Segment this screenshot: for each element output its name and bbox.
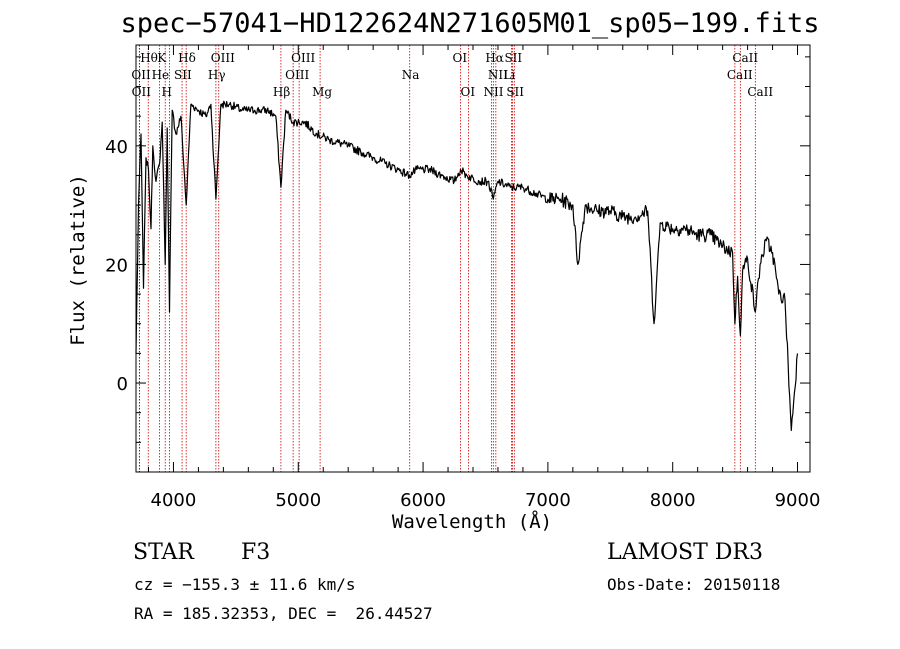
- y-tick-label: 20: [105, 255, 128, 276]
- line-label: OI: [461, 85, 476, 99]
- sky-coordinates: RA = 185.32353, DEC = 26.44527: [134, 604, 433, 623]
- y-tick-label: 40: [105, 137, 128, 158]
- line-label: SII: [174, 68, 192, 82]
- line-label: OII: [131, 68, 151, 82]
- x-tick-label: 7000: [525, 490, 571, 511]
- x-tick-label: 5000: [275, 490, 321, 511]
- plot-frame: [135, 44, 811, 473]
- line-label: OIII: [285, 68, 309, 82]
- line-label: Li: [503, 68, 515, 82]
- line-label: Hθ: [140, 51, 158, 65]
- line-label: SII: [504, 51, 522, 65]
- line-label: OI: [453, 51, 468, 65]
- y-tick-label: 0: [117, 374, 128, 395]
- line-label: SII: [506, 85, 524, 99]
- line-label: Hβ: [273, 85, 290, 99]
- line-label: CaII: [747, 85, 773, 99]
- line-label: OII: [132, 85, 152, 99]
- line-label: Mg: [312, 85, 332, 99]
- chart-title: spec−57041−HD122624N271605M01_sp05−199.f…: [121, 8, 820, 39]
- line-label: Hδ: [178, 51, 196, 65]
- radial-velocity: cz = −155.3 ± 11.6 km/s: [134, 575, 356, 594]
- observation-date: Obs-Date: 20150118: [607, 575, 781, 594]
- line-label: CaII: [732, 51, 758, 65]
- line-label: K: [157, 51, 167, 65]
- line-label: Hγ: [208, 68, 226, 82]
- spectrum-line: [135, 100, 799, 432]
- line-label: OIII: [211, 51, 235, 65]
- spectral-subclass: F3: [241, 540, 271, 565]
- line-label: OIII: [291, 51, 315, 65]
- x-tick-label: 9000: [775, 490, 821, 511]
- survey-name: LAMOST DR3: [607, 540, 763, 565]
- x-tick-label: 8000: [650, 490, 696, 511]
- line-label: Na: [402, 68, 420, 82]
- line-label: Hα: [485, 51, 504, 65]
- line-label: NII: [483, 85, 503, 99]
- line-label: H: [161, 85, 171, 99]
- line-label: NII: [488, 68, 508, 82]
- emission-line-markers: [138, 45, 756, 472]
- line-label: CaII: [727, 68, 753, 82]
- y-axis-label: Flux (relative): [67, 174, 89, 346]
- x-tick-label: 4000: [151, 490, 197, 511]
- x-tick-label: 6000: [400, 490, 446, 511]
- object-type: STAR: [133, 540, 194, 565]
- x-axis-label: Wavelength (Å): [392, 510, 552, 533]
- axis-ticks: 4000 5000 6000 7000 8000 9000 0 20 40: [105, 45, 820, 511]
- line-label: He: [152, 68, 170, 82]
